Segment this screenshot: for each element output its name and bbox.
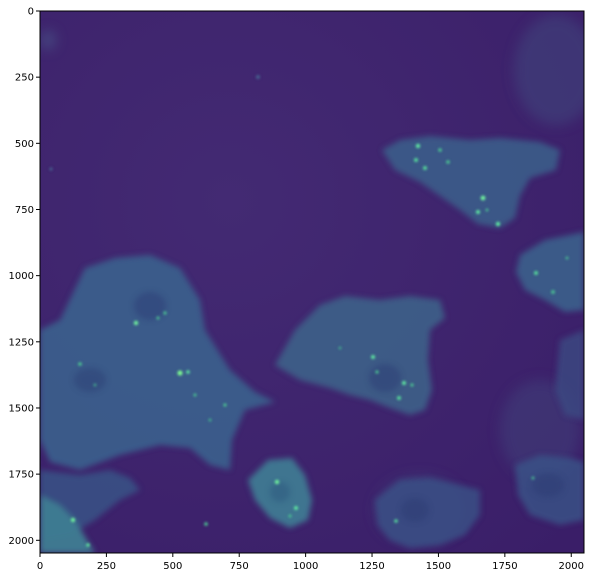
y-tick-label: 1250 — [9, 337, 34, 348]
y-tick-label: 1750 — [9, 470, 34, 481]
cell-left-large — [40, 255, 275, 470]
y-tick-label: 500 — [15, 139, 34, 150]
y-axis: 0 250 500 750 1000 1250 1500 1750 2000 — [9, 7, 40, 547]
x-tick-label: 0 — [37, 561, 43, 572]
cell-right-mid — [555, 330, 584, 420]
y-tick-label: 750 — [15, 205, 34, 216]
cell-left-bottom — [40, 495, 95, 553]
cell-right-edge — [516, 232, 584, 312]
cells — [40, 136, 584, 553]
x-tick-label: 500 — [163, 561, 182, 572]
y-tick-label: 0 — [28, 7, 34, 18]
y-tick-label: 1500 — [9, 403, 34, 414]
x-tick-label: 2000 — [559, 561, 584, 572]
nuclei — [74, 292, 564, 522]
cell-center — [275, 296, 445, 415]
y-tick-label: 250 — [15, 73, 34, 84]
bright-spots — [49, 75, 569, 547]
x-tick-label: 750 — [230, 561, 249, 572]
x-axis: 0 250 500 750 1000 1250 1500 1750 2000 — [37, 553, 584, 572]
x-tick-label: 1750 — [492, 561, 517, 572]
x-tick-label: 1500 — [426, 561, 451, 572]
axes-frame — [39, 10, 585, 554]
microscopy-image — [40, 11, 584, 553]
x-tick-label: 1000 — [293, 561, 318, 572]
x-tick-label: 1250 — [359, 561, 384, 572]
cell-top-right — [382, 136, 560, 228]
y-tick-label: 1000 — [9, 271, 34, 282]
x-tick-label: 250 — [97, 561, 116, 572]
y-tick-label: 2000 — [9, 536, 34, 547]
